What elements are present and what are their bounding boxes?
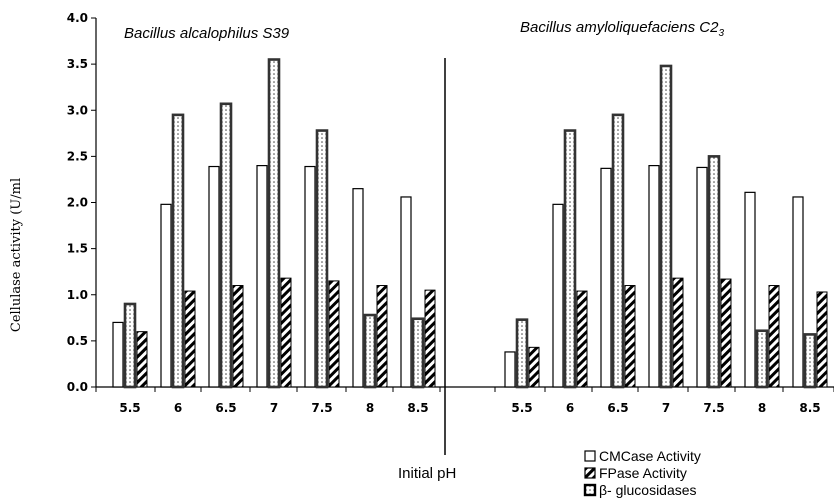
bar-empty-left xyxy=(208,165,220,388)
legend-swatch-cmcase xyxy=(584,450,596,462)
bar-diagonal-left xyxy=(376,285,388,388)
legend-label-beta-glucosidases: β- glucosidases xyxy=(599,482,697,498)
bar-empty-left xyxy=(160,203,172,388)
bar-diagonal-left xyxy=(280,277,292,388)
panel-title-right: Bacillus amyloliquefaciens C23 xyxy=(520,19,724,39)
y-tick-label: 0.0 xyxy=(67,380,88,394)
y-tick-label: 1.5 xyxy=(67,242,88,256)
bar-empty-left xyxy=(112,321,124,388)
bar-empty-left xyxy=(256,165,268,388)
bar-diagonal-right xyxy=(720,278,732,388)
bar-diagonal-right xyxy=(576,290,588,388)
legend: CMCase Activity FPase Activity β- glucos… xyxy=(583,448,701,498)
y-tick-label: 3.0 xyxy=(67,103,88,117)
y-axis-label: Cellulase activity (U/ml xyxy=(9,178,24,332)
x-tick-label: 8 xyxy=(758,401,766,415)
bars xyxy=(112,58,828,389)
bar-dotted-left xyxy=(363,313,377,389)
legend-label-cmcase: CMCase Activity xyxy=(599,448,701,464)
bar-empty-right xyxy=(744,191,756,388)
bar-diagonal-left xyxy=(232,285,244,388)
bar-empty-left xyxy=(400,196,412,388)
x-tick-label: 7.5 xyxy=(311,401,332,415)
bar-dotted-right xyxy=(563,129,577,389)
bar-diagonal-right xyxy=(768,285,780,388)
x-tick-label: 6.5 xyxy=(215,401,236,415)
y-tick-label: 0.5 xyxy=(67,334,88,348)
bar-dotted-right xyxy=(659,64,673,389)
bar-empty-right xyxy=(648,165,660,388)
legend-swatch-beta-glucosidases xyxy=(583,483,597,497)
panel-title-right-subscript: 3 xyxy=(718,28,724,39)
bar-diagonal-left xyxy=(328,280,340,388)
bar-empty-left xyxy=(352,188,364,388)
x-tick-label: 8.5 xyxy=(407,401,428,415)
x-tick-label: 5.5 xyxy=(511,401,532,415)
bar-diagonal-left xyxy=(184,290,196,388)
bar-empty-right xyxy=(696,166,708,388)
panel-title-right-text: Bacillus amyloliquefaciens C2 xyxy=(520,19,719,36)
bar-empty-right xyxy=(552,203,564,388)
bar-diagonal-left xyxy=(136,331,148,388)
x-tick-label: 7 xyxy=(662,401,670,415)
bar-dotted-left xyxy=(123,302,137,389)
x-tick-label: 6 xyxy=(174,401,182,415)
bar-dotted-left xyxy=(219,102,233,389)
x-axis-label: Initial pH xyxy=(398,465,456,482)
bar-diagonal-right xyxy=(816,291,828,388)
y-tick-label: 4.0 xyxy=(67,11,88,25)
bar-dotted-right xyxy=(803,333,817,389)
bar-empty-right xyxy=(792,196,804,388)
bar-dotted-left xyxy=(315,129,329,389)
bar-dotted-right xyxy=(707,155,721,389)
bar-dotted-left xyxy=(411,317,425,389)
y-tick-label: 2.0 xyxy=(67,196,88,210)
bar-empty-right xyxy=(600,167,612,388)
x-tick-label: 8.5 xyxy=(799,401,820,415)
bar-diagonal-right xyxy=(624,285,636,388)
bar-diagonal-right xyxy=(528,346,540,388)
x-tick-label: 6.5 xyxy=(607,401,628,415)
x-tick-label: 7.5 xyxy=(703,401,724,415)
bar-dotted-left xyxy=(267,58,281,389)
x-tick-label: 7 xyxy=(270,401,278,415)
legend-label-fpase: FPase Activity xyxy=(599,465,687,481)
y-tick-label: 1.0 xyxy=(67,288,88,302)
x-tick-label: 6 xyxy=(566,401,574,415)
bar-empty-right xyxy=(504,351,516,388)
panel-title-left: Bacillus alcalophilus S39 xyxy=(124,25,290,42)
panel-titles: Bacillus alcalophilus S39 Bacillus amylo… xyxy=(124,19,724,42)
x-tick-label: 5.5 xyxy=(119,401,140,415)
x-tick-label: 8 xyxy=(366,401,374,415)
y-tick-label: 3.5 xyxy=(67,57,88,71)
bar-empty-left xyxy=(304,165,316,388)
x-tick-labels: 5.5 6 6.5 7 7.5 8 8.5 5.5 6 6.5 7 7.5 8 8.5 xyxy=(119,401,820,415)
bar-dotted-left xyxy=(171,113,185,389)
bar-dotted-right xyxy=(755,329,769,389)
legend-swatch-fpase xyxy=(584,467,596,479)
bar-diagonal-right xyxy=(672,277,684,388)
bar-dotted-right xyxy=(515,318,529,389)
bar-dotted-right xyxy=(611,113,625,389)
y-tick-label: 2.5 xyxy=(67,149,88,163)
bar-diagonal-left xyxy=(424,289,436,388)
